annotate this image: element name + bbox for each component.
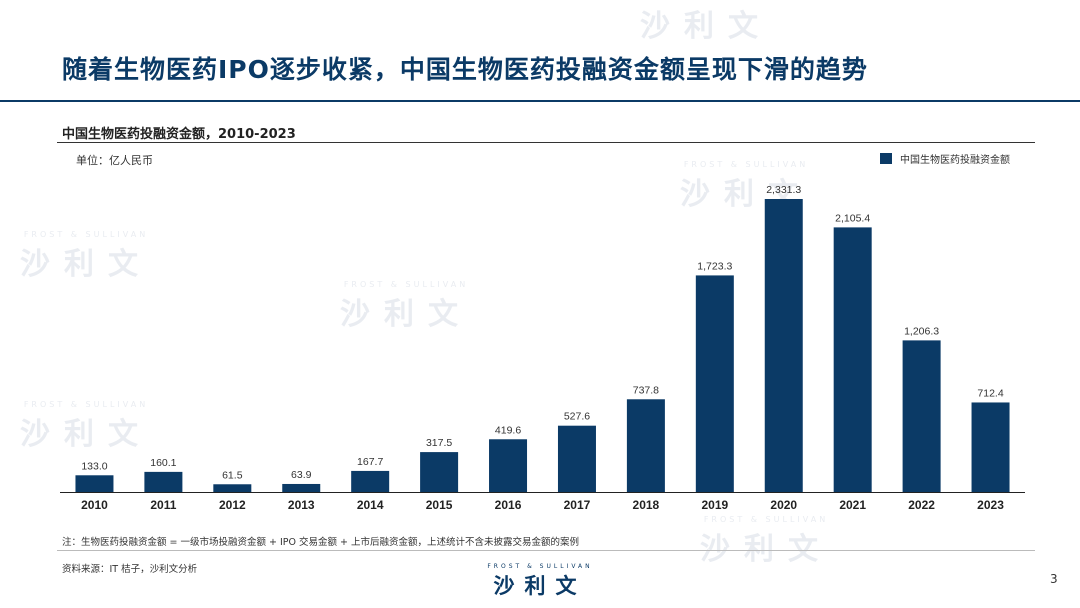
- bar-2022: [902, 340, 941, 492]
- data-label-2015: 317.5: [426, 437, 452, 449]
- data-label-2012: 61.5: [222, 469, 243, 481]
- x-tick-label-2017: 2017: [564, 498, 591, 512]
- bar-2014: [351, 470, 390, 492]
- x-tick-label-2020: 2020: [770, 498, 797, 512]
- chart-title: 中国生物医药投融资金额，2010-2023: [62, 127, 296, 142]
- bar-2023: [971, 402, 1010, 492]
- bar-2021: [833, 227, 872, 492]
- x-tick-label-2014: 2014: [357, 498, 384, 512]
- title-divider: [0, 100, 1080, 102]
- x-tick-label-2010: 2010: [81, 498, 108, 512]
- chart-title-divider: [57, 142, 1035, 143]
- x-tick-label-2016: 2016: [495, 498, 522, 512]
- data-label-2010: 133.0: [81, 460, 107, 472]
- bar-2010: [75, 475, 114, 492]
- logo-main-text: 沙利文: [493, 574, 587, 598]
- data-label-2019: 1,723.3: [697, 260, 732, 272]
- footnote-divider: [57, 550, 1035, 551]
- x-tick-label-2021: 2021: [839, 498, 866, 512]
- x-tick-label-2012: 2012: [219, 498, 246, 512]
- data-label-2017: 527.6: [564, 411, 590, 423]
- unit-label: 单位：亿人民币: [76, 154, 153, 167]
- bar-2016: [489, 439, 528, 492]
- data-label-2011: 160.1: [150, 457, 176, 469]
- x-tick-label-2013: 2013: [288, 498, 315, 512]
- bar-2015: [420, 452, 459, 492]
- slide-title: 随着生物医药IPO逐步收紧，中国生物医药投融资金额呈现下滑的趋势: [62, 55, 868, 84]
- data-label-2020: 2,331.3: [766, 184, 801, 196]
- bar-2017: [557, 425, 596, 492]
- logo-top-text: FROST & SULLIVAN: [487, 563, 593, 570]
- x-tick-label-2022: 2022: [908, 498, 935, 512]
- x-tick-label-2011: 2011: [150, 498, 176, 512]
- data-label-2023: 712.4: [977, 387, 1003, 399]
- x-tick-label-2019: 2019: [701, 498, 728, 512]
- source-text: 资料来源：IT 桔子，沙利文分析: [62, 564, 198, 575]
- data-label-2022: 1,206.3: [904, 325, 939, 337]
- x-tick-label-2015: 2015: [426, 498, 453, 512]
- data-label-2021: 2,105.4: [835, 212, 870, 224]
- data-label-2016: 419.6: [495, 424, 521, 436]
- bar-2012: [213, 484, 252, 492]
- data-label-2018: 737.8: [633, 384, 659, 396]
- x-tick-label-2018: 2018: [633, 498, 660, 512]
- bar-2013: [282, 483, 321, 492]
- legend-swatch: [880, 153, 892, 164]
- data-label-2014: 167.7: [357, 456, 383, 468]
- data-label-2013: 63.9: [291, 469, 312, 481]
- bar-2020: [764, 199, 803, 492]
- bar-2019: [695, 275, 734, 492]
- chart-legend: 中国生物医药投融资金额: [880, 151, 1010, 166]
- page-number: 3: [1050, 572, 1058, 586]
- legend-label: 中国生物医药投融资金额: [900, 155, 1010, 166]
- bar-2011: [144, 471, 183, 492]
- frost-sullivan-logo: FROST & SULLIVAN 沙利文: [460, 563, 620, 600]
- bar-2018: [626, 399, 665, 492]
- footnote: 注：生物医药投融资金额 = 一级市场投融资金额 + IPO 交易金额 + 上市后…: [62, 537, 580, 548]
- x-tick-label-2023: 2023: [977, 498, 1004, 512]
